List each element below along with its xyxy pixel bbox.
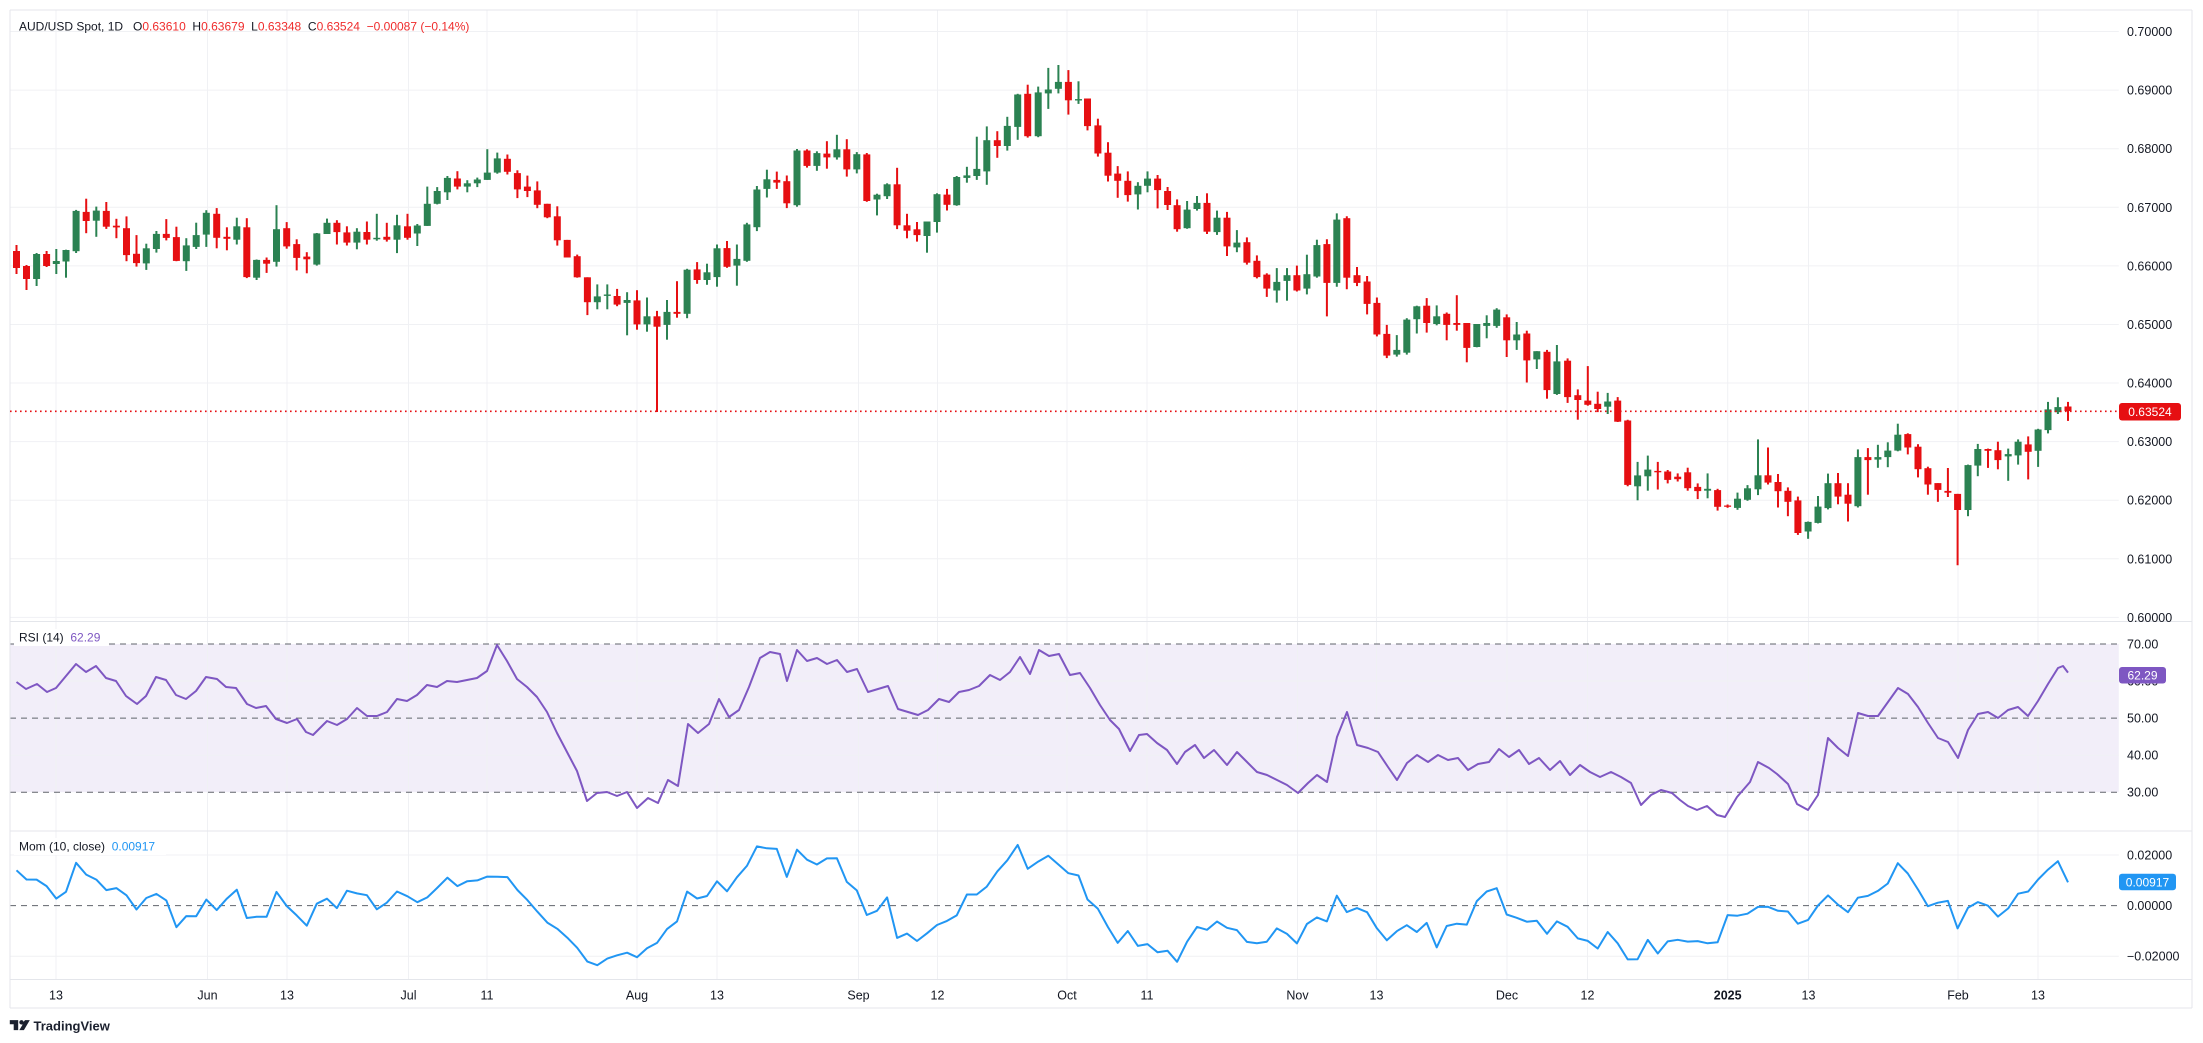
- svg-text:13: 13: [1802, 989, 1816, 1003]
- svg-text:13: 13: [280, 989, 294, 1003]
- svg-text:40.00: 40.00: [2127, 749, 2158, 763]
- svg-text:Nov: Nov: [1286, 989, 1309, 1003]
- svg-text:0.63524: 0.63524: [2128, 405, 2172, 419]
- svg-text:13: 13: [1370, 989, 1384, 1003]
- svg-text:11: 11: [481, 989, 494, 1003]
- svg-text:−0.02000: −0.02000: [2127, 950, 2180, 964]
- svg-text:13: 13: [2031, 989, 2045, 1003]
- svg-text:0.70000: 0.70000: [2127, 25, 2172, 39]
- svg-text:0.62000: 0.62000: [2127, 494, 2172, 508]
- svg-text:0.00917: 0.00917: [2126, 875, 2170, 889]
- svg-text:Jun: Jun: [197, 989, 217, 1003]
- svg-text:AUD/USD Spot, 1D O0.63610 H: AUD/USD Spot, 1D O0.63610 H0.63679 L0.63…: [19, 20, 469, 34]
- svg-text:0.65000: 0.65000: [2127, 318, 2172, 332]
- svg-text:Mom (10, close) 0.00917: Mom (10, close) 0.00917: [19, 840, 155, 854]
- svg-text:Jul: Jul: [401, 989, 417, 1003]
- svg-text:12: 12: [931, 989, 945, 1003]
- svg-text:50.00: 50.00: [2127, 712, 2158, 726]
- svg-text:0.00000: 0.00000: [2127, 899, 2172, 913]
- svg-text:Oct: Oct: [1057, 989, 1077, 1003]
- svg-text:Dec: Dec: [1496, 989, 1518, 1003]
- svg-text:12: 12: [1581, 989, 1595, 1003]
- svg-text:70.00: 70.00: [2127, 638, 2158, 652]
- svg-text:0.68000: 0.68000: [2127, 142, 2172, 156]
- svg-text:0.69000: 0.69000: [2127, 84, 2172, 98]
- svg-text:RSI (14) 62.29: RSI (14) 62.29: [19, 631, 101, 645]
- svg-text:0.63000: 0.63000: [2127, 435, 2172, 449]
- svg-text:30.00: 30.00: [2127, 786, 2158, 800]
- svg-text:2025: 2025: [1714, 989, 1742, 1003]
- svg-text:TradingView: TradingView: [34, 1019, 111, 1034]
- svg-text:0.02000: 0.02000: [2127, 849, 2172, 863]
- svg-text:11: 11: [1141, 989, 1154, 1003]
- svg-text:0.61000: 0.61000: [2127, 552, 2172, 566]
- svg-text:13: 13: [49, 989, 63, 1003]
- svg-text:13: 13: [710, 989, 724, 1003]
- svg-text:0.64000: 0.64000: [2127, 377, 2172, 391]
- svg-text:0.67000: 0.67000: [2127, 201, 2172, 215]
- svg-text:0.60000: 0.60000: [2127, 611, 2172, 625]
- svg-text:Sep: Sep: [847, 989, 869, 1003]
- svg-text:0.66000: 0.66000: [2127, 259, 2172, 273]
- svg-text:62.29: 62.29: [2127, 669, 2157, 683]
- svg-text:Aug: Aug: [626, 989, 648, 1003]
- svg-text:Feb: Feb: [1947, 989, 1969, 1003]
